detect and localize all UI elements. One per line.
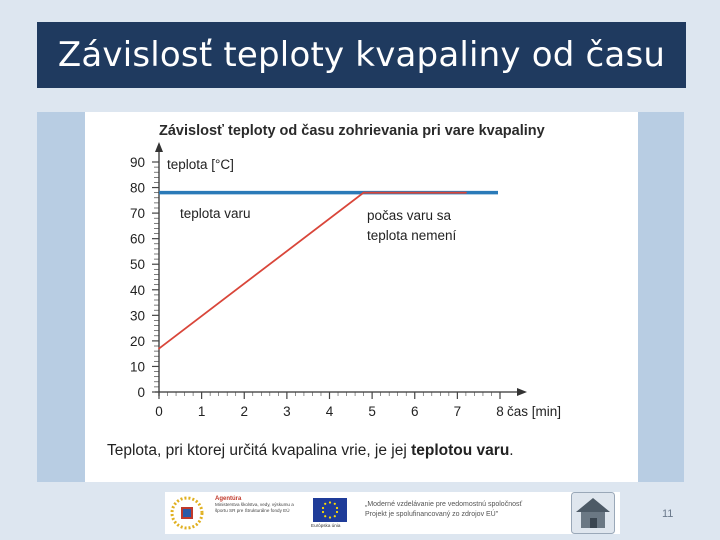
y-tick-label: 50 — [130, 257, 145, 272]
home-icon — [571, 492, 615, 534]
eu-label: Európska únia — [311, 523, 341, 528]
chart-title: Závislosť teploty od času zohrievania pr… — [159, 123, 545, 139]
y-tick-label: 10 — [130, 359, 145, 374]
annotation-boiling-point: teplota varu — [180, 206, 251, 221]
x-tick-label: 6 — [411, 404, 419, 419]
x-axis-label: čas [min] — [507, 404, 561, 419]
heating-point — [465, 191, 467, 194]
temperature-chart: Závislosť teploty od času zohrievania pr… — [130, 123, 561, 419]
wreath-logo-icon — [170, 496, 204, 530]
footer-slogan: „Moderné vzdelávanie pre vedomostnú spol… — [365, 500, 575, 520]
page-number: 11 — [662, 508, 674, 520]
x-axis-arrow — [517, 388, 527, 396]
x-tick-label: 1 — [198, 404, 206, 419]
y-tick-label: 40 — [130, 283, 145, 298]
x-tick-label: 7 — [454, 404, 462, 419]
y-tick-label: 90 — [130, 155, 145, 170]
y-axis-arrow — [155, 142, 163, 152]
caption-text: Teplota, pri ktorej určitá kvapalina vri… — [107, 442, 412, 459]
y-tick-label: 20 — [130, 334, 145, 349]
x-tick-label: 2 — [240, 404, 248, 419]
heating-point — [158, 347, 160, 350]
y-tick-label: 30 — [130, 308, 145, 323]
footer-logos: Agentúra Ministerstva školstva, vedy, vý… — [165, 492, 620, 534]
x-tick-label: 0 — [155, 404, 163, 419]
caption-bold: teplotou varu — [411, 442, 510, 459]
slide-title: Závislosť teploty kvapaliny od času — [37, 22, 686, 88]
annotation-boiling-note-2: teplota nemení — [367, 228, 457, 243]
x-tick-label: 4 — [326, 404, 334, 419]
caption-end: . — [509, 442, 514, 459]
y-tick-label: 0 — [137, 385, 145, 400]
annotation-boiling-note-1: počas varu sa — [367, 208, 452, 223]
agency-logo: Agentúra Ministerstva školstva, vedy, vý… — [215, 496, 295, 530]
eu-flag-icon — [313, 498, 347, 522]
y-tick-label: 70 — [130, 206, 145, 221]
y-tick-label: 60 — [130, 232, 145, 247]
x-tick-label: 5 — [368, 404, 376, 419]
heating-point — [362, 191, 365, 194]
chart-caption: Teplota, pri ktorej určitá kvapalina vri… — [107, 442, 627, 460]
x-tick-label: 8 — [496, 404, 504, 419]
chart-figure: Závislosť teploty od času zohrievania pr… — [85, 112, 638, 482]
y-axis-label: teplota [°C] — [167, 157, 234, 172]
home-button[interactable] — [571, 492, 615, 534]
slogan-line-2: Projekt je spolufinancovaný zo zdrojov E… — [365, 511, 499, 518]
x-tick-label: 3 — [283, 404, 291, 419]
y-tick-label: 80 — [130, 181, 145, 196]
agency-title: Agentúra — [215, 496, 242, 502]
agency-text: Ministerstva školstva, vedy, výskumu a š… — [215, 502, 294, 513]
slogan-line-1: „Moderné vzdelávanie pre vedomostnú spol… — [365, 501, 523, 508]
